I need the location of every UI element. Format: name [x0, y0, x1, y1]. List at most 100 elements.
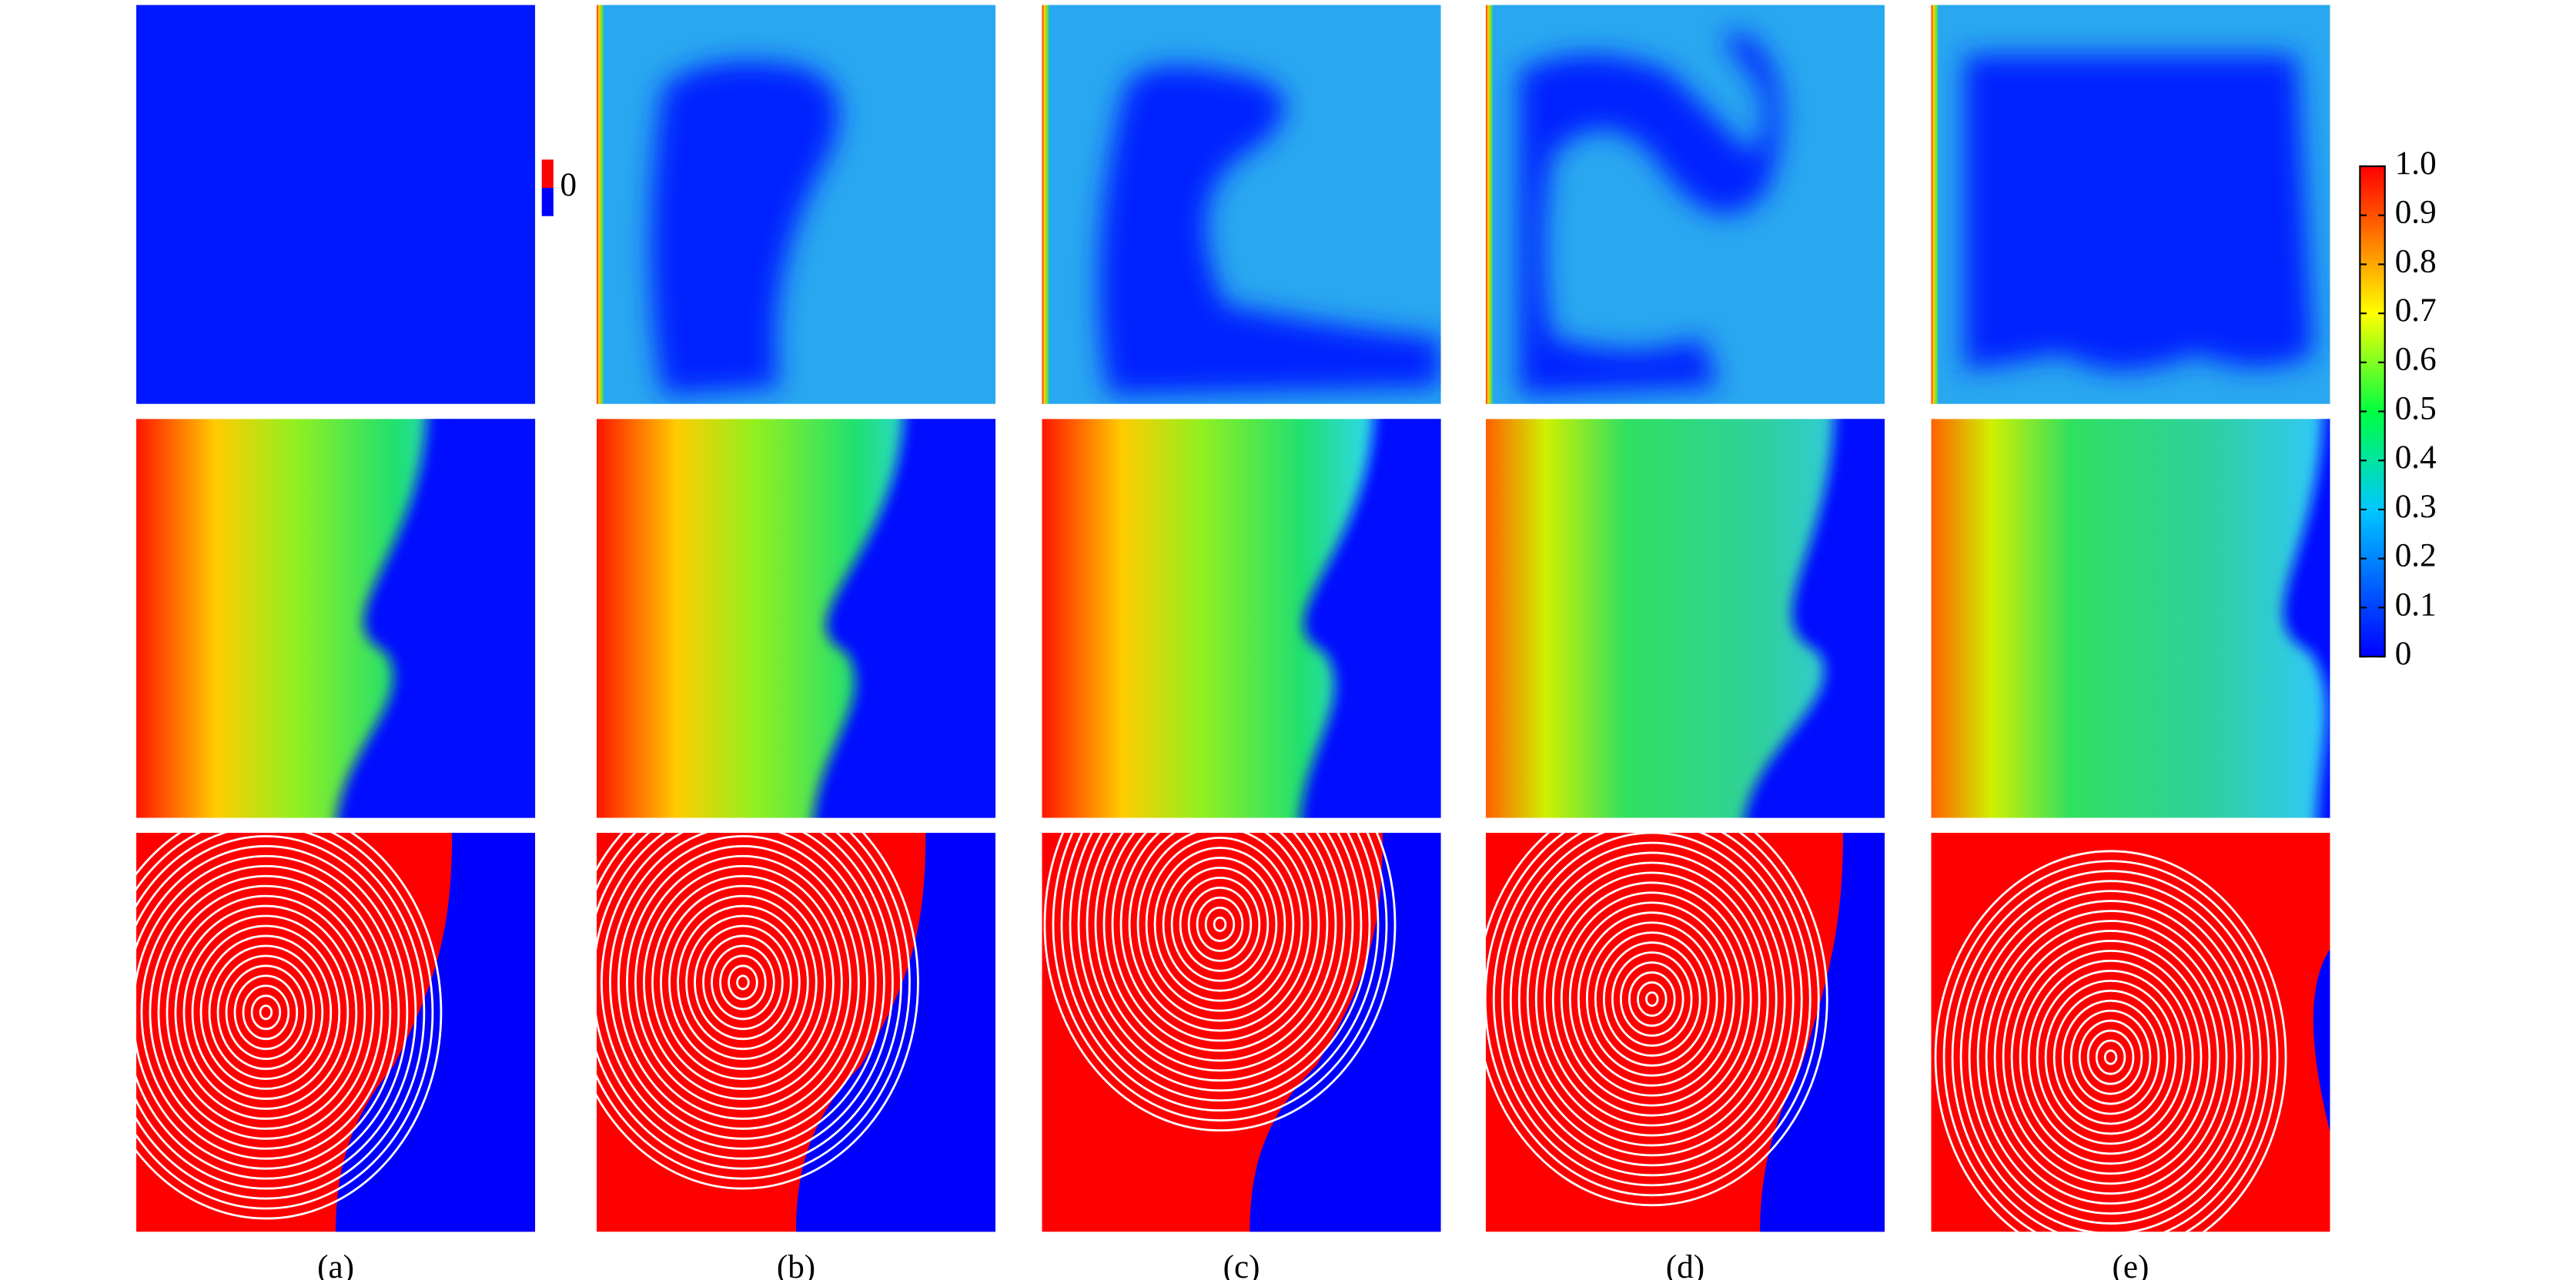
- streamline: [702, 934, 784, 1031]
- streamline: [728, 964, 758, 1001]
- panel-mid: [1931, 419, 2330, 818]
- field: [596, 833, 996, 1232]
- streamline: [136, 854, 400, 1170]
- streamline: [2019, 949, 2203, 1165]
- streamline: [609, 833, 877, 1140]
- streamline: [225, 964, 307, 1061]
- streamline: [136, 833, 443, 1220]
- streamline: [596, 833, 902, 1170]
- streamline: [1517, 841, 1786, 1157]
- colorbar-tick-label: 0.4: [2395, 439, 2437, 476]
- dark-region: [651, 61, 839, 396]
- field: [1485, 5, 1885, 404]
- streamline: [1213, 916, 1227, 932]
- streamline: [1077, 833, 1363, 1092]
- streamline: [2061, 999, 2160, 1115]
- streamline: [1594, 931, 1710, 1067]
- streamline: [1959, 880, 2262, 1232]
- field: [136, 833, 536, 1232]
- streamline: [694, 924, 792, 1041]
- hot-wall: [1042, 5, 1049, 404]
- streamline: [1136, 833, 1303, 1022]
- colorbar-tick-label: 1.0: [2395, 145, 2437, 182]
- streamline: [1187, 886, 1253, 962]
- streamline: [634, 854, 851, 1110]
- streamline: [685, 914, 801, 1051]
- streamline: [1637, 981, 1668, 1018]
- streamline: [1069, 833, 1371, 1102]
- streamline: [651, 874, 835, 1091]
- panel-label: (d): [1666, 1249, 1705, 1280]
- streamline: [149, 874, 383, 1150]
- streamline: [233, 974, 299, 1051]
- streamline: [136, 844, 409, 1180]
- field: [1042, 833, 1441, 1232]
- streamline: [2002, 930, 2220, 1185]
- colorbar-tick-label: 0: [2395, 636, 2412, 672]
- panel-mid: [1485, 419, 1885, 818]
- streamline: [626, 844, 860, 1120]
- streamline: [1611, 951, 1693, 1047]
- hot-wall: [1485, 5, 1493, 404]
- panel-top: [1931, 5, 2330, 404]
- streamline: [1951, 870, 2270, 1232]
- panel-label: (b): [777, 1249, 815, 1280]
- streamline: [2036, 969, 2186, 1145]
- field: [136, 419, 536, 818]
- streamline: [1060, 833, 1380, 1112]
- field: [1042, 5, 1441, 404]
- streamline: [1204, 906, 1236, 942]
- colorbar-tick-label: 0.2: [2395, 538, 2437, 574]
- streamline: [643, 864, 843, 1100]
- solid-region: [1250, 833, 1441, 1232]
- streamline: [1128, 833, 1312, 1032]
- streamline: [2095, 1039, 2126, 1075]
- field: [1931, 833, 2330, 1232]
- legend-red: [541, 159, 554, 189]
- streamline: [2103, 1049, 2118, 1065]
- panel-label: (a): [317, 1249, 354, 1280]
- panel-top: [1042, 5, 1441, 404]
- streamline: [1560, 891, 1744, 1107]
- dark-region: [1099, 65, 1441, 396]
- streamline: [617, 834, 868, 1130]
- cold-region: [2283, 419, 2330, 818]
- panel-label: (c): [1223, 1249, 1260, 1280]
- streamline: [136, 833, 426, 1200]
- streamline: [1942, 860, 2279, 1232]
- hot-wall: [596, 5, 604, 404]
- field: [1485, 833, 1885, 1232]
- streamline: [2027, 959, 2194, 1155]
- streamline: [1985, 910, 2236, 1205]
- streamline: [719, 954, 767, 1011]
- streamline: [1500, 833, 1803, 1177]
- field: [1042, 419, 1441, 818]
- streamline: [1619, 961, 1684, 1037]
- streamline: [1602, 941, 1701, 1057]
- colorbar-tick-label: 0.1: [2395, 587, 2437, 623]
- panel-mid: [596, 419, 996, 818]
- panel-top: [136, 5, 536, 404]
- streamline: [1153, 847, 1286, 1002]
- field: [1485, 419, 1885, 818]
- streamline: [2052, 989, 2169, 1125]
- streamline: [1043, 833, 1397, 1131]
- streamline: [1485, 833, 1828, 1207]
- streamline: [140, 864, 392, 1160]
- streamline: [596, 833, 919, 1190]
- streamline: [182, 914, 350, 1110]
- streamline: [601, 833, 885, 1150]
- streamline: [1111, 833, 1329, 1052]
- streamline: [1585, 921, 1718, 1077]
- panel-top: [596, 5, 996, 404]
- streamline: [1145, 837, 1295, 1012]
- streamline: [199, 934, 333, 1091]
- streamline: [2069, 1009, 2152, 1105]
- streamline: [250, 994, 282, 1031]
- streamline: [1526, 851, 1778, 1147]
- streamline: [1485, 833, 1820, 1197]
- streamline: [2078, 1019, 2143, 1095]
- panel-mid: [136, 419, 536, 818]
- solid-region: [336, 833, 536, 1232]
